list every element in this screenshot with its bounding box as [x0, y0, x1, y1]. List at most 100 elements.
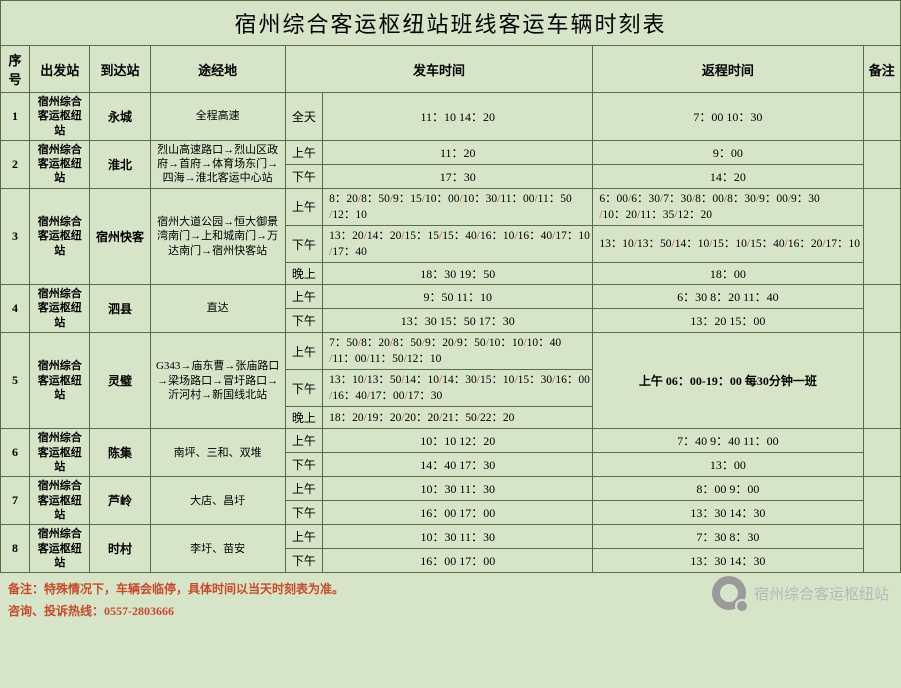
- header-note: 备注: [863, 46, 901, 93]
- depart-time-cell: 10：30 11：30: [323, 525, 593, 549]
- destination-cell: 宿州快客: [90, 188, 150, 284]
- header-via: 途经地: [150, 46, 285, 93]
- table-row: 1宿州综合客运枢纽站永城全程高速全天11：10 14：207：00 10：30: [1, 93, 901, 141]
- period-cell: 下午: [285, 309, 322, 333]
- return-time-cell: 6：30 8：20 11：40: [593, 285, 863, 309]
- destination-cell: 陈集: [90, 429, 150, 477]
- note-cell: [863, 525, 901, 573]
- return-time-cell: 上午 06：00-19：00 每30分钟一班: [593, 333, 863, 429]
- seq-cell: 6: [1, 429, 30, 477]
- return-time-cell: 7：00 10：30: [593, 93, 863, 141]
- via-cell: 全程高速: [150, 93, 285, 141]
- table-title: 宿州综合客运枢纽站班线客运车辆时刻表: [1, 1, 901, 46]
- period-cell: 下午: [285, 453, 322, 477]
- header-rettime: 返程时间: [593, 46, 863, 93]
- seq-cell: 3: [1, 188, 30, 284]
- period-cell: 下午: [285, 370, 322, 407]
- destination-cell: 淮北: [90, 140, 150, 188]
- note-cell: [863, 477, 901, 525]
- note-cell: [863, 285, 901, 333]
- period-cell: 下午: [285, 225, 322, 262]
- table-row: 3宿州综合客运枢纽站宿州快客宿州大道公园→恒大御景湾南门→上和城南门→万达南门→…: [1, 188, 901, 225]
- period-cell: 晚上: [285, 407, 322, 429]
- depart-time-cell: 16：00 17：00: [323, 501, 593, 525]
- table-row: 6宿州综合客运枢纽站陈集南坪、三和、双堆上午10：10 12：207：40 9：…: [1, 429, 901, 453]
- period-cell: 上午: [285, 477, 322, 501]
- note-cell: [863, 333, 901, 429]
- return-time-cell: 13：30 14：30: [593, 501, 863, 525]
- watermark-text: 宿州综合客运枢纽站: [754, 583, 889, 604]
- origin-cell: 宿州综合客运枢纽站: [30, 93, 90, 141]
- schedule-table: 宿州综合客运枢纽站班线客运车辆时刻表 序号 出发站 到达站 途经地 发车时间 返…: [0, 0, 901, 573]
- footer-hotline-label: 咨询、投诉热线：: [8, 604, 104, 618]
- table-row: 4宿州综合客运枢纽站泗县直达上午9：50 11：106：30 8：20 11：4…: [1, 285, 901, 309]
- seq-cell: 2: [1, 140, 30, 188]
- table-row: 7宿州综合客运枢纽站芦岭大店、昌圩上午10：30 11：308：00 9：00: [1, 477, 901, 501]
- footer-hotline: 0557-2803666: [104, 604, 174, 618]
- period-cell: 下午: [285, 501, 322, 525]
- destination-cell: 时村: [90, 525, 150, 573]
- period-cell: 下午: [285, 549, 322, 573]
- footer-note-label: 备注：: [8, 582, 44, 596]
- return-time-cell: 13：30 14：30: [593, 549, 863, 573]
- via-cell: G343→庙东曹→张庙路口→梁场路口→冒圩路口→沂河村→新国线北站: [150, 333, 285, 429]
- depart-time-cell: 16：00 17：00: [323, 549, 593, 573]
- via-cell: 李圩、苗安: [150, 525, 285, 573]
- depart-time-cell: 18：30 19：50: [323, 263, 593, 285]
- period-cell: 晚上: [285, 263, 322, 285]
- note-cell: [863, 140, 901, 188]
- origin-cell: 宿州综合客运枢纽站: [30, 140, 90, 188]
- return-time-cell: 7：40 9：40 11：00: [593, 429, 863, 453]
- return-time-cell: 13：00: [593, 453, 863, 477]
- via-cell: 直达: [150, 285, 285, 333]
- depart-time-cell: 10：10 12：20: [323, 429, 593, 453]
- via-cell: 大店、昌圩: [150, 477, 285, 525]
- period-cell: 上午: [285, 333, 322, 370]
- seq-cell: 8: [1, 525, 30, 573]
- via-cell: 烈山高速路口→烈山区政府→首府→体育场东门→四海→淮北客运中心站: [150, 140, 285, 188]
- depart-time-cell: 9：50 11：10: [323, 285, 593, 309]
- watermark: 宿州综合客运枢纽站: [712, 576, 889, 610]
- origin-cell: 宿州综合客运枢纽站: [30, 477, 90, 525]
- header-deptime: 发车时间: [285, 46, 593, 93]
- return-time-cell: 14：20: [593, 164, 863, 188]
- origin-cell: 宿州综合客运枢纽站: [30, 333, 90, 429]
- depart-time-cell: 13：20/14：20/15：15/15：40/16：10/16：40/17：1…: [323, 225, 593, 262]
- depart-time-cell: 17：30: [323, 164, 593, 188]
- depart-time-cell: 7：50/8：20/8：50/9：20/9：50/10：10/10：40/11：…: [323, 333, 593, 370]
- seq-cell: 7: [1, 477, 30, 525]
- return-time-cell: 13：20 15：00: [593, 309, 863, 333]
- return-time-cell: 7：30 8：30: [593, 525, 863, 549]
- table-row: 8宿州综合客运枢纽站时村李圩、苗安上午10：30 11：307：30 8：30: [1, 525, 901, 549]
- depart-time-cell: 11：20: [323, 140, 593, 164]
- return-time-cell: 9：00: [593, 140, 863, 164]
- depart-time-cell: 14：40 17：30: [323, 453, 593, 477]
- seq-cell: 4: [1, 285, 30, 333]
- seq-cell: 1: [1, 93, 30, 141]
- period-cell: 上午: [285, 285, 322, 309]
- depart-time-cell: 11：10 14：20: [323, 93, 593, 141]
- seq-cell: 5: [1, 333, 30, 429]
- depart-time-cell: 8：20/8：50/9：15/10：00/10：30/11：00/11：50/1…: [323, 188, 593, 225]
- period-cell: 上午: [285, 188, 322, 225]
- note-cell: [863, 188, 901, 284]
- origin-cell: 宿州综合客运枢纽站: [30, 429, 90, 477]
- origin-cell: 宿州综合客运枢纽站: [30, 188, 90, 284]
- via-cell: 南坪、三和、双堆: [150, 429, 285, 477]
- depart-time-cell: 18：20/19：20/20：20/21：50/22：20: [323, 407, 593, 429]
- table-row: 5宿州综合客运枢纽站灵璧G343→庙东曹→张庙路口→梁场路口→冒圩路口→沂河村→…: [1, 333, 901, 370]
- return-time-cell: 6：00/6：30/7：30/8：00/8：30/9：00/9：30/10：20…: [593, 188, 863, 225]
- return-time-cell: 13：10/13：50/14：10/15：10/15：40/16：20/17：1…: [593, 225, 863, 262]
- header-depart: 出发站: [30, 46, 90, 93]
- depart-time-cell: 13：30 15：50 17：30: [323, 309, 593, 333]
- footer-note-text: 特殊情况下，车辆会临停，具体时间以当天时刻表为准。: [44, 582, 344, 596]
- note-cell: [863, 429, 901, 477]
- destination-cell: 永城: [90, 93, 150, 141]
- destination-cell: 芦岭: [90, 477, 150, 525]
- via-cell: 宿州大道公园→恒大御景湾南门→上和城南门→万达南门→宿州快客站: [150, 188, 285, 284]
- depart-time-cell: 13：10/13：50/14：10/14：30/15：10/15：30/16：0…: [323, 370, 593, 407]
- header-seq: 序号: [1, 46, 30, 93]
- destination-cell: 泗县: [90, 285, 150, 333]
- origin-cell: 宿州综合客运枢纽站: [30, 525, 90, 573]
- period-cell: 上午: [285, 140, 322, 164]
